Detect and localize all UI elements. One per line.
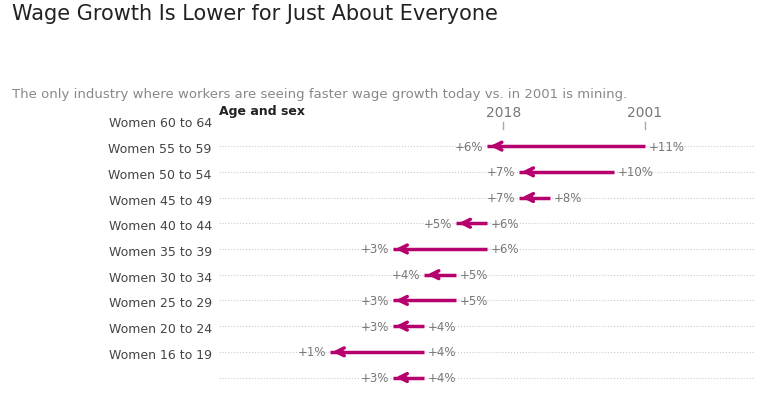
Text: +4%: +4%: [428, 320, 457, 333]
Text: +5%: +5%: [460, 269, 488, 282]
Text: The only industry where workers are seeing faster wage growth today vs. in 2001 : The only industry where workers are seei…: [12, 88, 627, 101]
Text: 2001: 2001: [628, 106, 663, 120]
Text: Women 55 to 59: Women 55 to 59: [109, 143, 212, 156]
Text: Women 25 to 29: Women 25 to 29: [109, 297, 212, 310]
Text: Women 20 to 24: Women 20 to 24: [109, 322, 212, 335]
Text: +3%: +3%: [360, 320, 389, 333]
Text: Women 30 to 34: Women 30 to 34: [109, 271, 212, 284]
Text: +4%: +4%: [428, 345, 457, 358]
Text: Women 40 to 44: Women 40 to 44: [109, 220, 212, 233]
Text: Age and sex: Age and sex: [219, 104, 306, 117]
Text: +4%: +4%: [392, 269, 420, 282]
Text: +3%: +3%: [360, 294, 389, 307]
Text: +10%: +10%: [618, 166, 653, 179]
Text: +7%: +7%: [487, 192, 515, 205]
Text: Women 60 to 64: Women 60 to 64: [109, 117, 212, 130]
Text: 2018: 2018: [486, 106, 521, 120]
Text: +6%: +6%: [455, 140, 484, 153]
Text: +8%: +8%: [554, 192, 583, 205]
Text: Women 45 to 49: Women 45 to 49: [109, 194, 212, 207]
Text: Women 16 to 19: Women 16 to 19: [109, 348, 212, 361]
Text: Wage Growth Is Lower for Just About Everyone: Wage Growth Is Lower for Just About Ever…: [12, 4, 497, 24]
Text: +1%: +1%: [297, 345, 326, 358]
Text: +4%: +4%: [428, 371, 457, 384]
Text: Women 50 to 54: Women 50 to 54: [109, 168, 212, 181]
Text: +7%: +7%: [487, 166, 515, 179]
Text: +5%: +5%: [424, 217, 452, 230]
Text: +6%: +6%: [491, 243, 520, 256]
Text: Women 35 to 39: Women 35 to 39: [109, 245, 212, 258]
Text: +3%: +3%: [360, 371, 389, 384]
Text: +5%: +5%: [460, 294, 488, 307]
Text: +11%: +11%: [649, 140, 685, 153]
Text: +6%: +6%: [491, 217, 520, 230]
Text: +3%: +3%: [360, 243, 389, 256]
